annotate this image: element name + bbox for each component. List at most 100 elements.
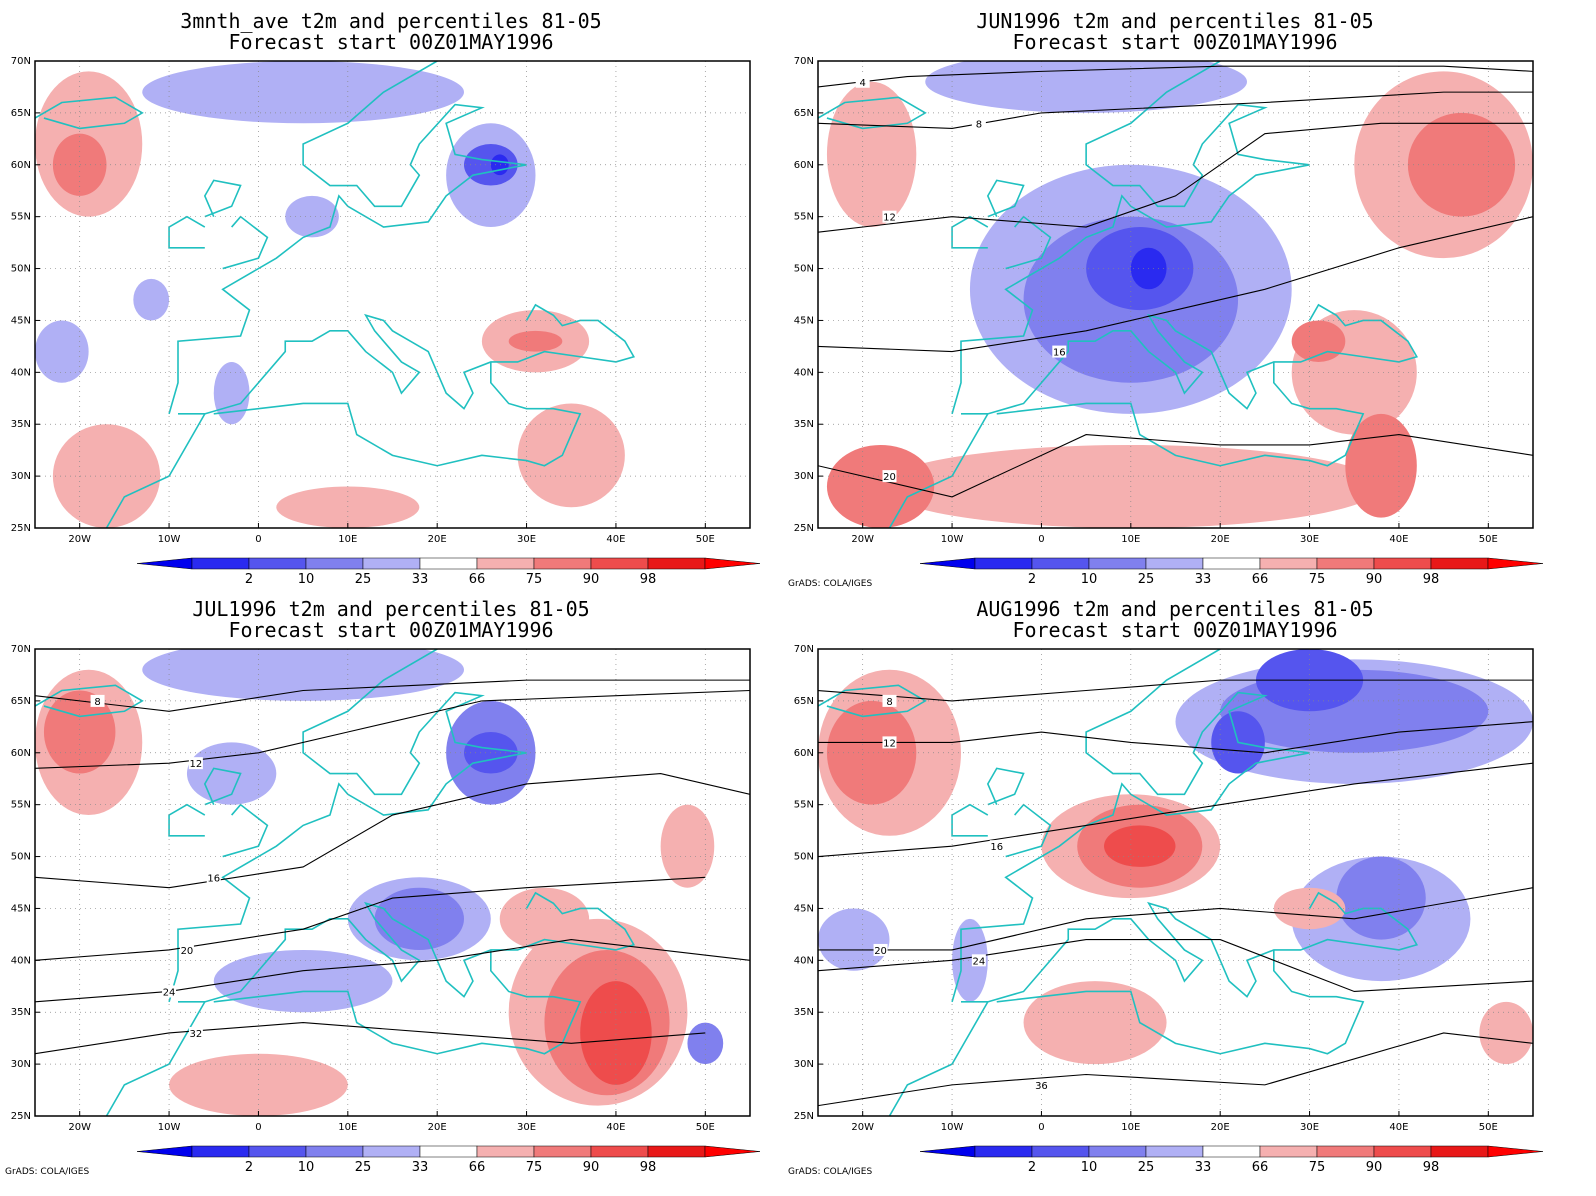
lat-tick-label: 35N <box>11 419 31 430</box>
lon-tick-label: 30E <box>1300 534 1319 545</box>
lon-tick-label: 10E <box>1121 534 1140 545</box>
percentile-area-b25 <box>374 887 464 950</box>
isotherm-16: 16 <box>818 762 1533 858</box>
colorbar-label: 10 <box>1081 572 1098 587</box>
lon-tick-label: 0 <box>1038 1122 1044 1133</box>
percentile-area-r75 <box>52 133 107 196</box>
colorbar-swatch <box>419 557 478 570</box>
colorbar-max-arrow <box>1487 557 1544 570</box>
coastline-segment <box>951 803 989 837</box>
lat-tick-label: 65N <box>11 696 31 707</box>
colorbar-label: 25 <box>1138 572 1155 587</box>
grads-credit: GrADS: COLA/IGES <box>788 1167 872 1177</box>
colorbar-swatch <box>533 1145 592 1158</box>
colorbar-max-arrow <box>1487 1145 1544 1158</box>
isotherm-label: 16 <box>207 873 220 884</box>
colorbar-swatch <box>1202 557 1261 570</box>
lon-tick-label: 40E <box>1389 1122 1408 1133</box>
isotherm-24: 24 <box>35 939 750 1003</box>
colorbar-swatch <box>974 1145 1033 1158</box>
colorbar-swatch <box>1088 1145 1147 1158</box>
lat-tick-label: 55N <box>11 212 31 223</box>
lat-tick-label: 35N <box>794 1007 814 1018</box>
isotherm-4: 4 <box>818 65 1533 89</box>
colorbar-min-arrow <box>919 557 976 570</box>
percentile-area-b33 <box>818 908 890 971</box>
colorbar-swatch <box>533 557 592 570</box>
colorbar-swatch <box>1430 557 1489 570</box>
lon-tick-label: 50E <box>1479 1122 1498 1133</box>
lat-tick-label: 50N <box>794 264 814 275</box>
percentile-area-b25 <box>687 1022 724 1065</box>
map-panel-jun: JUN1996 t2m and percentiles 81-05Forecas… <box>788 9 1544 589</box>
map-panel-ave: 3mnth_ave t2m and percentiles 81-05Forec… <box>11 9 761 587</box>
shaded-field: 8 12 16 20 24 36 <box>818 649 1533 1116</box>
lat-tick-label: 70N <box>11 56 31 67</box>
lat-tick-label: 40N <box>794 955 814 966</box>
colorbar-swatch <box>191 557 250 570</box>
coastlines <box>818 649 1419 1116</box>
gridlines <box>35 61 750 528</box>
percentile-area-r66 <box>1023 981 1167 1065</box>
lat-tick-label: 35N <box>11 1007 31 1018</box>
coastline-segment <box>178 303 636 415</box>
gridlines <box>35 649 750 1116</box>
lat-tick-label: 50N <box>794 852 814 863</box>
colorbar-label: 2 <box>245 1160 253 1175</box>
coastline-segment <box>35 96 144 130</box>
isotherm-24: 24 <box>818 939 1533 993</box>
lon-tick-label: 20E <box>1211 534 1230 545</box>
coastline-segment <box>961 891 1419 1003</box>
isotherm-20: 20 <box>818 434 1533 498</box>
colorbar-label: 75 <box>526 572 543 587</box>
colorbar-swatch <box>974 557 1033 570</box>
coastline-segment <box>1005 803 1052 858</box>
isotherm-8: 8 <box>818 679 1533 708</box>
panel-title: JUL1996 t2m and percentiles 81-05 <box>192 597 589 621</box>
coastline-segment <box>203 767 242 806</box>
colorbar-min-arrow <box>919 1145 976 1158</box>
isotherm-label: 8 <box>94 697 100 708</box>
shaded-field: 8 12 16 20 24 32 <box>35 649 750 1116</box>
coastlines <box>818 61 1419 528</box>
lon-tick-label: 30E <box>517 534 536 545</box>
lat-tick-label: 60N <box>794 748 814 759</box>
isotherm-label: 8 <box>976 119 982 130</box>
lon-tick-label: 20W <box>851 534 874 545</box>
colorbar-label: 75 <box>526 1160 543 1175</box>
lat-tick-label: 30N <box>11 1059 31 1070</box>
colorbar-label: 2 <box>1028 1160 1036 1175</box>
percentile-area-r75 <box>826 444 935 528</box>
colorbar-label: 25 <box>355 1160 372 1175</box>
isotherm-label: 36 <box>1035 1081 1048 1092</box>
axis-labels: 70N 65N 60N 55N 50N 45N 40N 35N 30N 25N 20W 10W 0 10E… <box>11 644 715 1133</box>
colorbar-label: 10 <box>1081 1160 1098 1175</box>
colorbar-swatch <box>1316 1145 1375 1158</box>
colorbar-swatch <box>1088 557 1147 570</box>
percentile-area-b2 <box>490 154 509 176</box>
lat-tick-label: 65N <box>794 696 814 707</box>
lon-tick-label: 40E <box>606 1122 625 1133</box>
colorbar-swatch <box>1259 1145 1318 1158</box>
lon-tick-label: 40E <box>606 534 625 545</box>
percentile-area-b33 <box>213 361 250 425</box>
colorbar-label: 66 <box>469 1160 486 1175</box>
gridlines <box>818 61 1533 528</box>
lon-tick-label: 0 <box>255 1122 261 1133</box>
lat-tick-label: 60N <box>11 160 31 171</box>
colorbar-label: 2 <box>1028 572 1036 587</box>
colorbar-min-arrow <box>136 1145 193 1158</box>
coastline-segment <box>996 949 1365 1055</box>
colorbar-max-arrow <box>704 1145 761 1158</box>
coastline-segment <box>818 684 927 718</box>
axis-labels: 70N 65N 60N 55N 50N 45N 40N 35N 30N 25N 20W 10W 0 10E… <box>11 56 715 545</box>
colorbar-label: 33 <box>412 572 429 587</box>
colorbar-label: 25 <box>355 572 372 587</box>
coastline-segment <box>888 1001 989 1116</box>
colorbar-max-arrow <box>704 557 761 570</box>
percentile-area-r90 <box>1104 825 1176 867</box>
coastline-segment <box>178 891 636 1003</box>
coastline-segment <box>168 61 527 415</box>
percentile-area-b25 <box>1336 856 1426 940</box>
shaded-field <box>35 61 750 528</box>
